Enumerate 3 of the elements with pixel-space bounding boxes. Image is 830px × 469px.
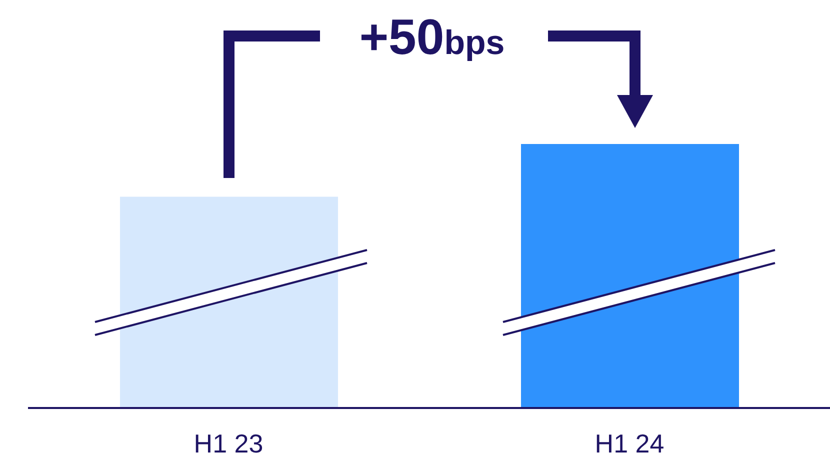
x-tick-label: H1 23 [194, 428, 264, 458]
x-tick-label: H1 24 [594, 428, 664, 458]
text: +50bps [359, 9, 505, 65]
